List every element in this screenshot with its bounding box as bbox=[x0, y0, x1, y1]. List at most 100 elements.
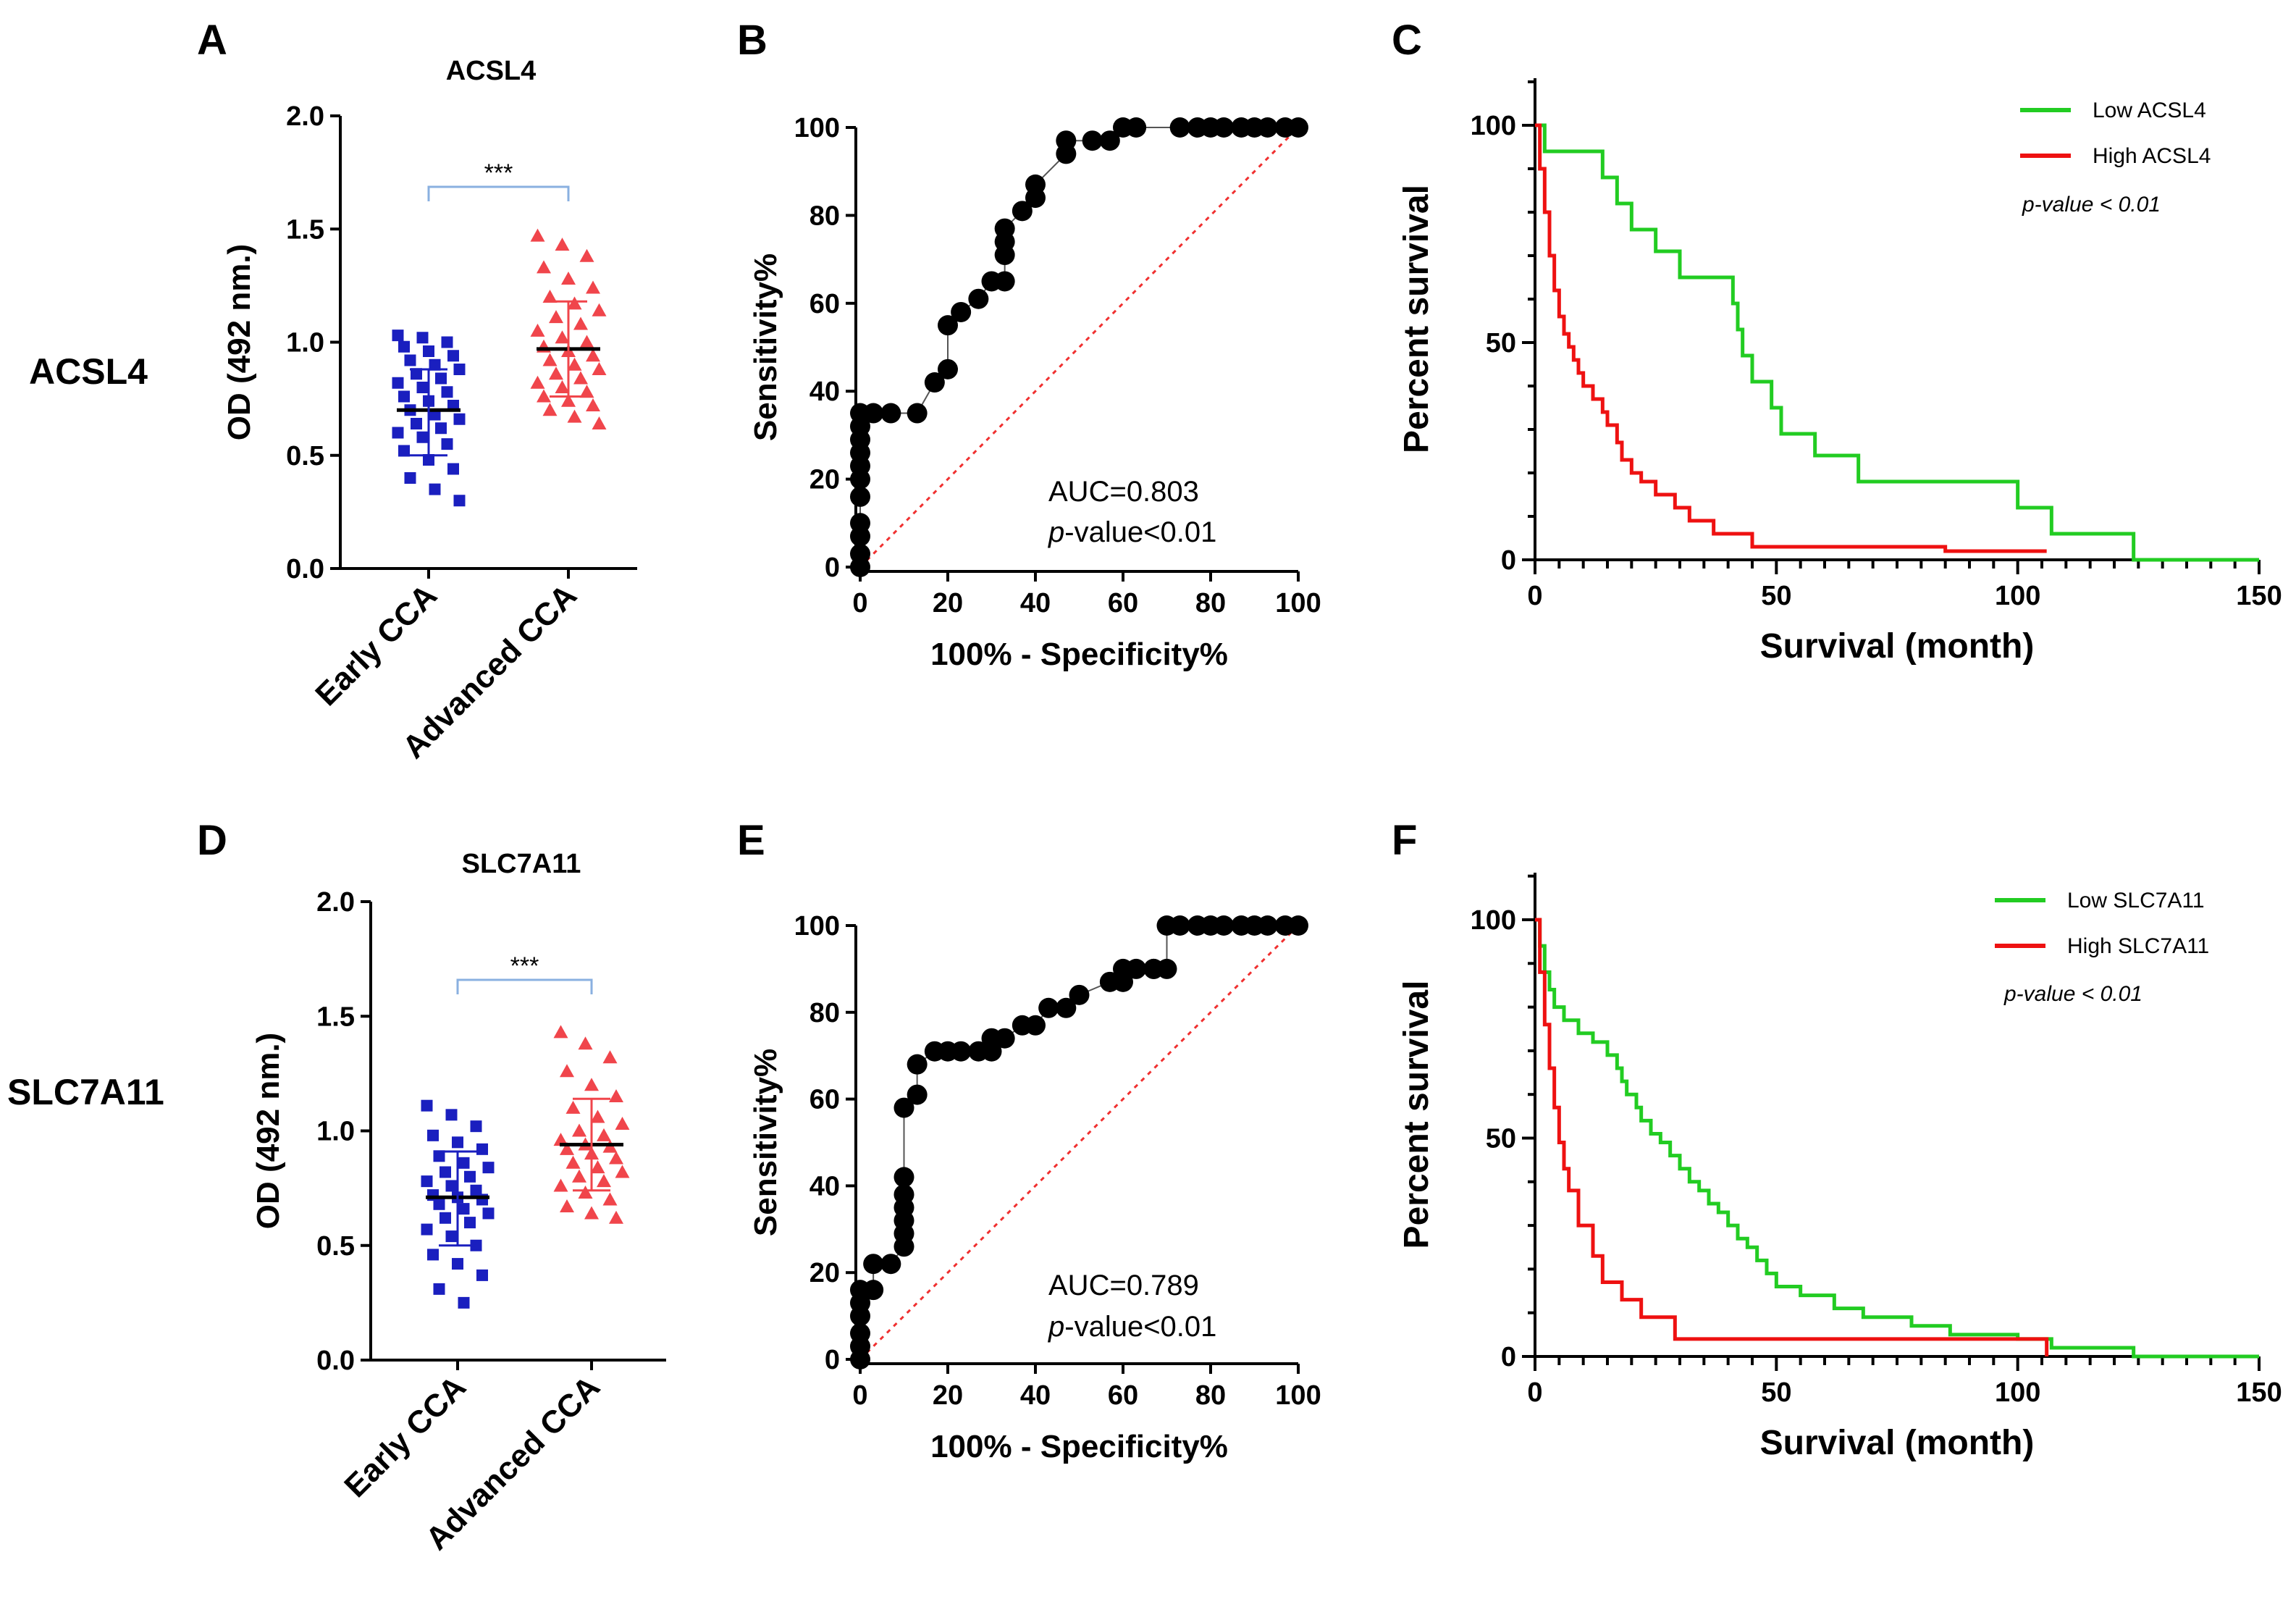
data-point-A-advanced bbox=[555, 330, 570, 344]
x-axis-label-C: Survival (month) bbox=[1760, 627, 2035, 666]
data-point-D-advanced bbox=[609, 1210, 623, 1224]
data-point-D-advanced bbox=[553, 1025, 568, 1039]
y-tick-label-E: 80 bbox=[810, 998, 840, 1028]
roc-point-B bbox=[924, 372, 945, 393]
y-tick-label-E: 60 bbox=[810, 1085, 840, 1115]
data-point-D-early bbox=[427, 1249, 439, 1261]
data-point-D-early bbox=[482, 1207, 495, 1220]
data-point-D-early bbox=[445, 1180, 458, 1192]
y-tick-label-A: 1.0 bbox=[286, 328, 324, 358]
x-category-label-A: Early CCA bbox=[308, 577, 444, 713]
data-point-D-advanced bbox=[597, 1174, 611, 1188]
data-point-A-early bbox=[411, 368, 422, 380]
data-point-A-early bbox=[423, 345, 434, 357]
p-value-text-E: p-value<0.01 bbox=[1048, 1311, 1216, 1343]
data-point-D-advanced bbox=[597, 1128, 611, 1141]
survival-curve-F-high bbox=[1535, 918, 2049, 1356]
data-point-A-early bbox=[404, 472, 416, 484]
data-point-D-advanced bbox=[602, 1050, 618, 1064]
data-point-D-advanced bbox=[602, 1192, 618, 1206]
p-value-text-C: p-value < 0.01 bbox=[2022, 193, 2161, 217]
panel-letter-C: C bbox=[1392, 17, 1422, 64]
roc-point-E bbox=[1069, 984, 1090, 1005]
y-tick-label-D: 0.5 bbox=[316, 1231, 355, 1262]
data-point-D-advanced bbox=[584, 1078, 599, 1091]
data-point-D-early bbox=[458, 1203, 470, 1215]
y-tick-label-C: 100 bbox=[1471, 111, 1516, 141]
p-suffix: -value<0.01 bbox=[1064, 516, 1216, 548]
x-tick-label-E: 100 bbox=[1275, 1380, 1321, 1411]
panel-letter-D: D bbox=[197, 817, 227, 864]
roc-point-E bbox=[863, 1280, 884, 1301]
roc-point-E bbox=[1288, 915, 1308, 936]
roc-point-B bbox=[1126, 117, 1147, 138]
x-tick-label-E: 80 bbox=[1195, 1380, 1226, 1411]
data-point-D-early bbox=[470, 1184, 482, 1196]
roc-point-B bbox=[951, 301, 972, 322]
data-point-D-early bbox=[482, 1162, 495, 1174]
y-axis-label-A: OD (492 nm.) bbox=[222, 244, 257, 440]
data-point-D-advanced bbox=[584, 1206, 599, 1220]
roc-point-B bbox=[863, 403, 884, 424]
data-point-A-advanced bbox=[530, 228, 545, 242]
data-point-A-advanced bbox=[542, 290, 558, 303]
data-point-A-advanced bbox=[579, 385, 594, 398]
roc-point-B bbox=[968, 288, 989, 309]
y-axis-label-F: Percent survival bbox=[1397, 981, 1436, 1249]
legend-label-C-low: Low ACSL4 bbox=[2093, 98, 2206, 122]
x-tick-label-E: 20 bbox=[933, 1380, 963, 1411]
p-value-text-F: p-value < 0.01 bbox=[2003, 982, 2142, 1006]
data-point-D-early bbox=[458, 1157, 470, 1169]
data-point-D-advanced bbox=[560, 1064, 574, 1078]
roc-point-E bbox=[994, 1028, 1015, 1049]
roc-point-E bbox=[1056, 997, 1077, 1018]
data-point-A-early bbox=[447, 350, 459, 362]
panel-letter-E: E bbox=[737, 817, 765, 864]
roc-point-E bbox=[893, 1167, 914, 1188]
data-point-D-early bbox=[440, 1212, 451, 1224]
data-point-A-early bbox=[453, 413, 466, 425]
data-point-D-advanced bbox=[615, 1165, 630, 1178]
legend-label-F-high: High SLC7A11 bbox=[2067, 934, 2209, 958]
y-tick-label-F: 0 bbox=[1501, 1342, 1516, 1372]
significance-bracket-A bbox=[427, 185, 570, 201]
data-point-A-early bbox=[429, 358, 441, 371]
data-point-A-early bbox=[398, 390, 410, 403]
panel-letter-F: F bbox=[1392, 817, 1417, 864]
roc-point-E bbox=[1025, 1015, 1046, 1036]
y-tick-label-E: 100 bbox=[794, 911, 840, 941]
data-point-D-early bbox=[458, 1296, 470, 1309]
data-point-A-advanced bbox=[573, 371, 588, 385]
data-point-D-early bbox=[427, 1129, 439, 1141]
y-tick-label-F: 50 bbox=[1486, 1124, 1516, 1154]
roc-point-E bbox=[893, 1097, 914, 1118]
x-tick-label-C: 100 bbox=[1995, 581, 2040, 611]
data-point-A-early bbox=[423, 454, 434, 466]
auc-text-E: AUC=0.789 bbox=[1048, 1270, 1199, 1301]
x-tick-label-F: 100 bbox=[1995, 1377, 2040, 1408]
data-point-A-early bbox=[398, 445, 410, 457]
data-point-A-early bbox=[398, 340, 410, 353]
roc-point-E bbox=[880, 1254, 901, 1275]
data-point-D-early bbox=[421, 1175, 433, 1188]
y-tick-label-D: 2.0 bbox=[316, 887, 355, 918]
data-point-A-early bbox=[416, 431, 429, 443]
data-point-A-early bbox=[416, 332, 429, 344]
data-point-A-advanced bbox=[592, 416, 607, 429]
data-point-A-advanced bbox=[586, 280, 600, 294]
data-point-A-advanced bbox=[549, 310, 563, 324]
roc-point-B bbox=[850, 513, 870, 534]
y-tick-label-B: 0 bbox=[825, 553, 840, 583]
data-point-A-advanced bbox=[579, 335, 594, 348]
x-tick-label-B: 60 bbox=[1108, 588, 1138, 618]
data-point-D-early bbox=[452, 1258, 463, 1270]
data-point-A-advanced bbox=[530, 375, 545, 389]
roc-point-B bbox=[994, 218, 1015, 239]
data-point-A-early bbox=[453, 495, 466, 507]
data-point-A-early bbox=[435, 422, 447, 435]
y-tick-label-E: 0 bbox=[825, 1345, 840, 1375]
data-point-A-advanced bbox=[542, 403, 558, 416]
roc-point-E bbox=[1214, 915, 1235, 936]
y-axis-label-E: Sensitivity% bbox=[748, 1049, 783, 1236]
data-point-D-advanced bbox=[609, 1151, 623, 1165]
